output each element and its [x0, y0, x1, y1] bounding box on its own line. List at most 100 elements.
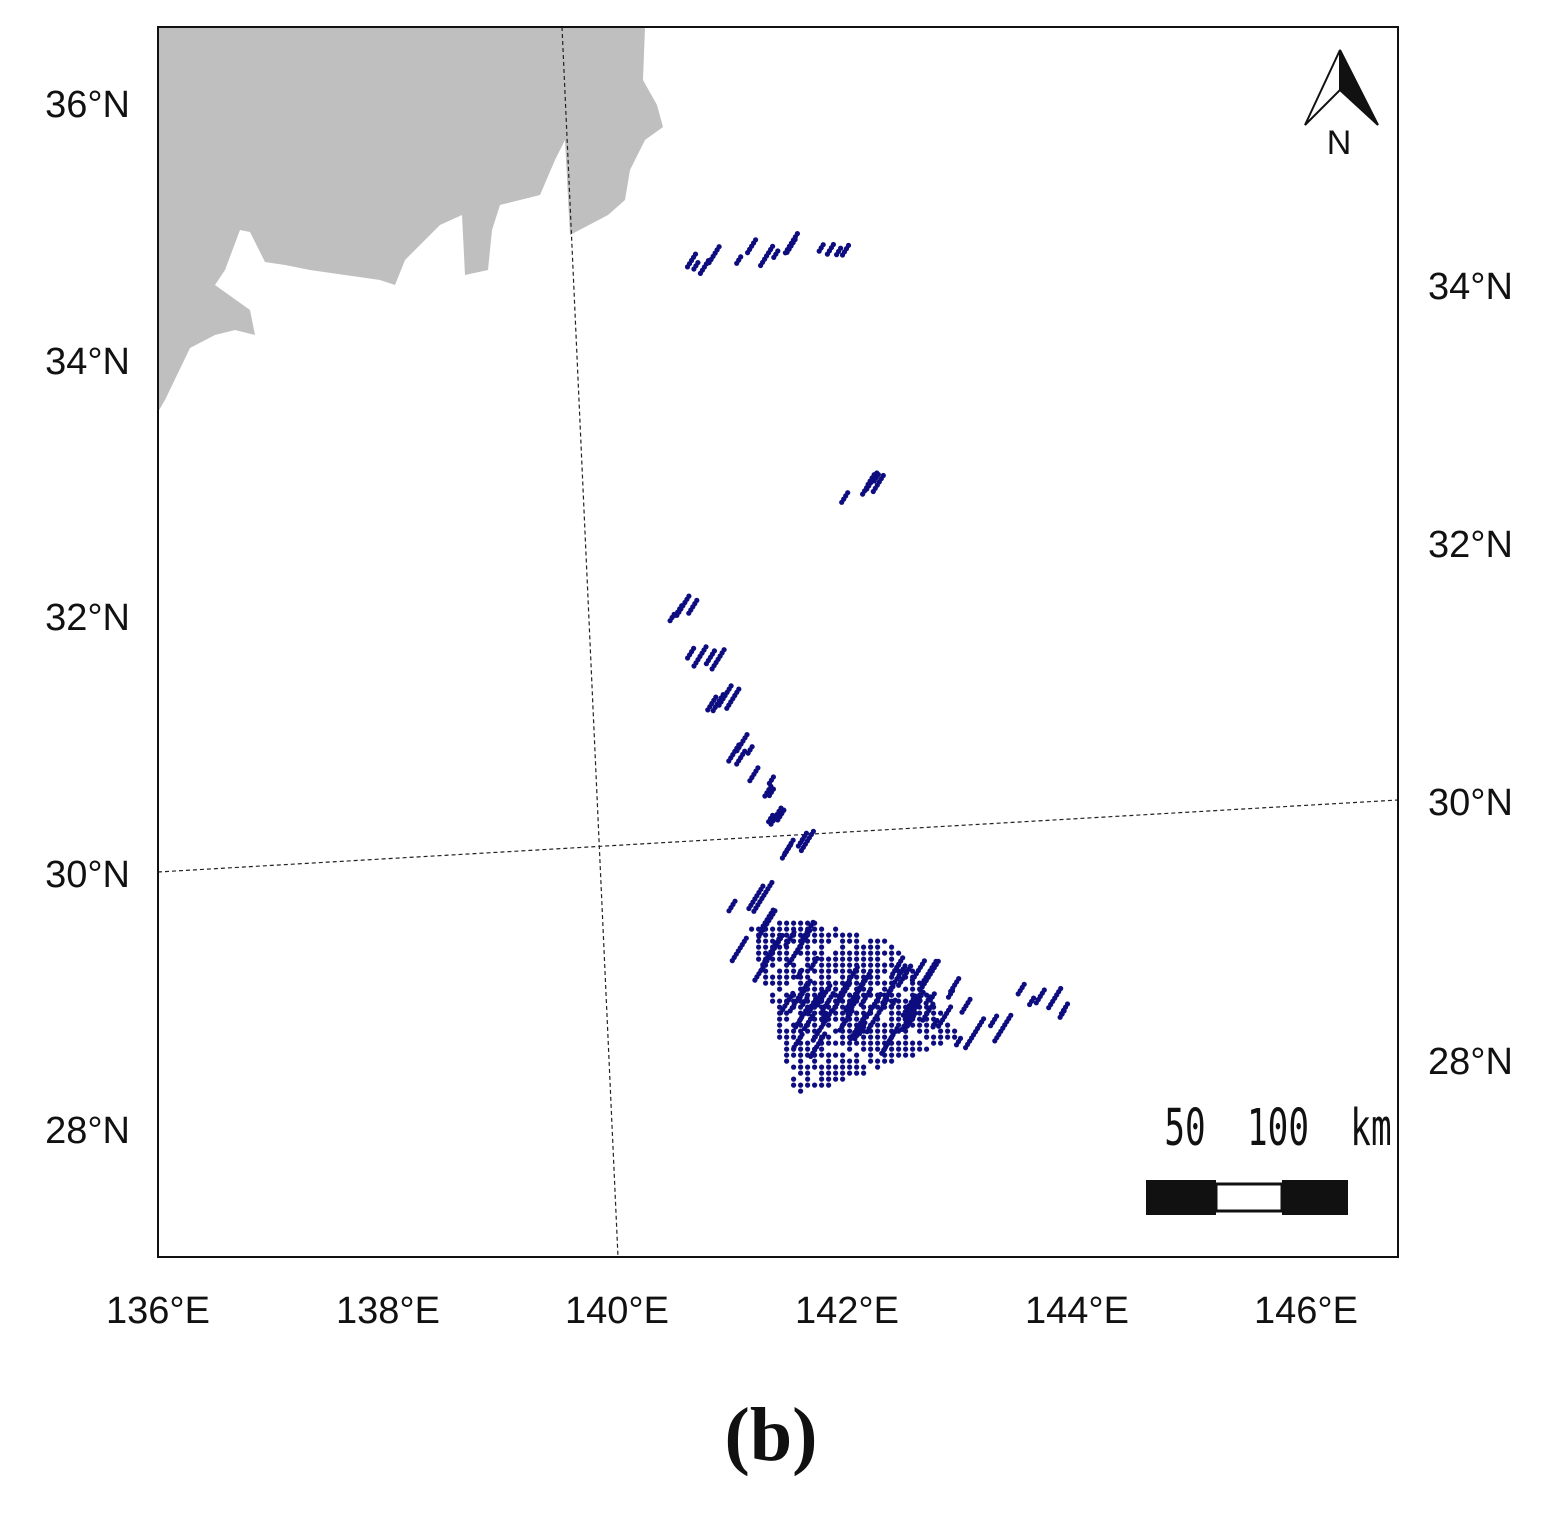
detection-point — [847, 1028, 853, 1034]
detection-point — [805, 1028, 811, 1034]
detection-point — [889, 1034, 895, 1040]
detection-point — [826, 1064, 832, 1070]
detection-point — [791, 974, 797, 980]
detection-point — [847, 1070, 853, 1076]
detection-point — [716, 244, 722, 250]
north-arrow: N — [1304, 49, 1379, 162]
detection-point — [910, 1052, 916, 1058]
detection-point — [763, 938, 769, 944]
scale-bar-segment-3 — [1282, 1180, 1348, 1215]
detection-point — [861, 1004, 867, 1010]
detection-point — [743, 935, 749, 941]
detection-point — [784, 950, 790, 956]
detection-point — [854, 938, 860, 944]
detection-point — [805, 974, 811, 980]
detection-point — [784, 926, 790, 932]
detection-point — [784, 944, 790, 950]
detection-point — [889, 1004, 895, 1010]
detection-point — [847, 1064, 853, 1070]
detection-point — [728, 683, 734, 689]
detection-point — [847, 956, 853, 962]
detection-point — [896, 1016, 902, 1022]
detection-point — [791, 1034, 797, 1040]
detection-point — [896, 998, 902, 1004]
detection-point — [910, 986, 916, 992]
detection-point — [1021, 981, 1027, 987]
detection-point — [1058, 985, 1064, 992]
detection-point — [770, 980, 776, 986]
detection-point — [819, 1076, 825, 1082]
detection-point — [840, 1016, 846, 1022]
detection-point — [778, 805, 784, 811]
detection-point — [833, 1010, 839, 1016]
detection-point — [854, 1016, 860, 1022]
detection-point — [896, 974, 902, 980]
detection-point — [861, 974, 867, 980]
detection-point — [861, 956, 867, 962]
detection-point — [917, 1004, 923, 1010]
detection-point — [840, 968, 846, 974]
y-tick-label-right: 30°N — [1428, 782, 1513, 824]
detection-point — [784, 1052, 790, 1058]
detection-point — [798, 1082, 804, 1088]
detection-point — [819, 1064, 825, 1070]
detection-point — [882, 950, 888, 956]
detection-point — [692, 251, 699, 257]
detection-point — [679, 603, 685, 609]
detection-point — [805, 932, 811, 938]
detection-point — [763, 932, 769, 938]
detection-point — [756, 926, 762, 932]
detection-point — [889, 980, 895, 986]
detection-point — [917, 1040, 923, 1046]
detection-point — [791, 962, 797, 968]
detection-point — [791, 1046, 797, 1052]
detection-point — [908, 963, 914, 969]
detection-point — [803, 830, 810, 836]
detection-point — [812, 1016, 818, 1022]
detection-point — [903, 1004, 909, 1010]
detection-point — [875, 1034, 881, 1040]
y-tick-label-left: 30°N — [45, 854, 130, 896]
map-frame — [157, 26, 1399, 1258]
detection-point — [763, 926, 769, 932]
detection-point — [791, 938, 797, 944]
detection-point — [794, 231, 801, 237]
detection-point — [798, 1040, 804, 1046]
detection-point — [826, 1082, 832, 1088]
detection-point — [875, 980, 881, 986]
detection-point — [847, 1058, 853, 1064]
detection-point — [805, 920, 811, 926]
detection-point — [875, 1040, 881, 1046]
detection-point — [763, 980, 769, 986]
detection-point — [812, 1010, 818, 1016]
detection-point — [770, 786, 777, 792]
detection-point — [820, 242, 826, 248]
detection-point — [770, 998, 776, 1004]
detection-point — [889, 1010, 895, 1016]
detection-point — [861, 1022, 867, 1028]
detection-point — [784, 962, 790, 968]
detection-point — [819, 944, 825, 950]
detection-point — [861, 986, 867, 992]
detection-point — [826, 980, 832, 986]
detection-point — [875, 1016, 881, 1022]
detection-point — [854, 1070, 860, 1076]
detection-point — [917, 980, 923, 986]
detection-point — [833, 926, 839, 932]
detection-point — [798, 1070, 804, 1076]
detection-point — [868, 974, 874, 980]
detection-point — [981, 1016, 987, 1022]
detection-point — [819, 1004, 825, 1010]
detection-point — [896, 950, 902, 956]
detection-point — [784, 932, 790, 938]
detection-point — [798, 968, 804, 974]
detection-point — [749, 926, 755, 932]
detection-point — [882, 1028, 888, 1034]
detection-point — [805, 986, 811, 992]
detection-point — [798, 1028, 804, 1034]
detection-point — [812, 1052, 818, 1058]
detection-point — [840, 1076, 846, 1082]
north-arrow-label: N — [1327, 124, 1352, 162]
detection-point — [994, 1013, 1000, 1019]
detection-point — [833, 932, 839, 938]
